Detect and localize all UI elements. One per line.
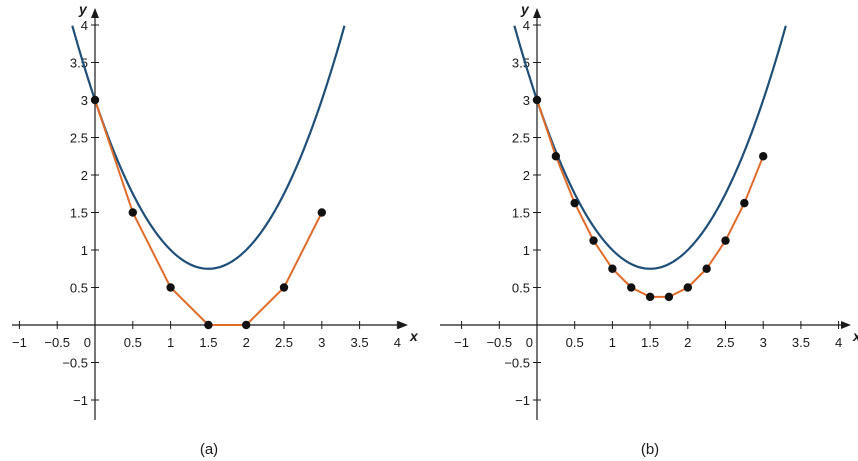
x-tick-label: −0.5 (44, 335, 70, 350)
approximation-line (536, 99, 765, 298)
origin-label: 0 (84, 335, 91, 350)
data-point (589, 236, 598, 245)
data-point (551, 152, 561, 161)
y-tick-label: 4 (523, 18, 530, 33)
x-tick-label: −0.5 (486, 335, 512, 350)
x-tick-label: 2 (243, 335, 250, 350)
data-point (166, 283, 175, 292)
y-tick-label: 2 (523, 168, 530, 183)
data-point (664, 292, 674, 302)
y-tick-label: 1 (523, 243, 530, 258)
data-point (90, 95, 100, 105)
panel-a-caption: (a) (200, 441, 218, 458)
y-tick-label: −1 (515, 393, 530, 408)
exact-curve (513, 25, 787, 270)
y-tick-label: 1.5 (512, 206, 530, 221)
x-tick-label: 4 (394, 335, 401, 350)
x-tick-label: 4 (835, 335, 842, 350)
origin-label: 0 (526, 335, 533, 350)
y-tick-label: 1.5 (70, 206, 88, 221)
x-tick-label: 0.5 (124, 335, 142, 350)
data-point (242, 320, 251, 330)
y-axis-label: y (78, 1, 88, 17)
x-tick-label: 1 (167, 335, 174, 350)
data-point (740, 198, 749, 208)
y-tick-label: 3 (523, 93, 530, 108)
x-tick-label: 1.5 (199, 335, 217, 350)
y-tick-label: −0.5 (62, 356, 88, 371)
data-point (532, 95, 542, 105)
y-tick-label: 3 (81, 93, 88, 108)
x-tick-label: 2 (684, 335, 691, 350)
data-point (608, 264, 617, 273)
y-axis-arrow (91, 8, 99, 18)
x-tick-label: 2.5 (716, 335, 734, 350)
exact-curve (71, 25, 346, 270)
x-tick-label: 2.5 (275, 335, 293, 350)
y-tick-label: 2.5 (70, 131, 88, 146)
data-point (279, 283, 289, 292)
x-tick-label: −1 (454, 335, 469, 350)
x-axis-arrow (841, 321, 851, 329)
x-tick-label: 1.5 (641, 335, 659, 350)
data-point (204, 320, 213, 330)
y-tick-label: −1 (73, 393, 88, 408)
x-tick-label: 3 (760, 335, 767, 350)
x-axis-label: x (852, 328, 858, 344)
panel-b: x y −1 −0.5 0.5 1 1.5 2 2.5 3 3.5 4 0 −1 −0.5 0.5 1 1.5 2 2… (440, 1, 858, 420)
x-tick-label: 1 (609, 335, 616, 350)
data-point (317, 208, 326, 217)
data-point (645, 292, 655, 302)
y-tick-label: 0.5 (512, 281, 530, 296)
data-point (683, 283, 692, 292)
panel-a: x y −1 −0.5 0.5 1 1.5 2 2.5 3 3.5 4 0 −1 −0.5 0.5 1 1.5 2 2… (12, 1, 419, 420)
data-point (759, 152, 768, 161)
y-axis-arrow (533, 8, 541, 18)
y-tick-label: 2 (81, 168, 88, 183)
data-point (627, 283, 636, 292)
x-tick-label: 3.5 (792, 335, 810, 350)
y-axis-label: y (520, 1, 530, 17)
y-tick-label: 0.5 (70, 281, 88, 296)
data-point (721, 236, 730, 245)
y-tick-label: 1 (81, 243, 88, 258)
y-tick-label: −0.5 (504, 356, 530, 371)
data-point (128, 208, 137, 217)
y-tick-label: 2.5 (512, 131, 530, 146)
x-tick-label: −1 (12, 335, 27, 350)
x-tick-label: 3 (318, 335, 325, 350)
y-tick-label: 4 (81, 18, 88, 33)
x-tick-label: 0.5 (566, 335, 584, 350)
data-point (570, 198, 579, 208)
panel-b-caption: (b) (641, 441, 659, 458)
data-point (702, 264, 711, 273)
x-axis-label: x (409, 328, 419, 344)
x-tick-label: 3.5 (351, 335, 369, 350)
x-axis-arrow (398, 321, 408, 329)
